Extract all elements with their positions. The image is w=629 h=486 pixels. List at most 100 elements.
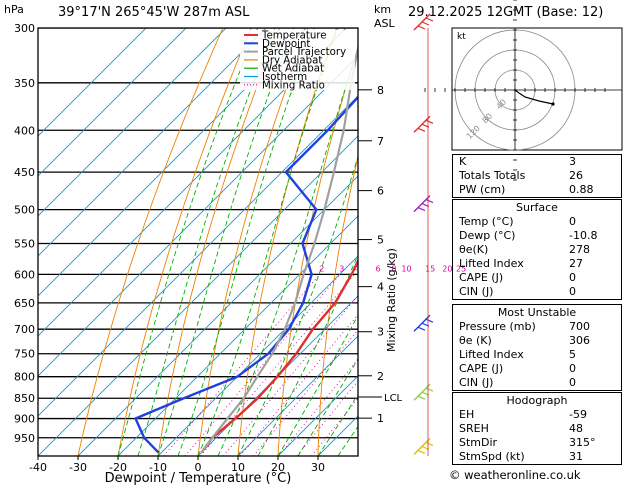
legend-label: Dewpoint: [262, 39, 310, 50]
mixing-ratio-value-label: 3: [339, 264, 344, 273]
dry-adiabat-line: [77, 28, 224, 456]
surface-label: CAPE (J): [459, 271, 504, 284]
wind-barb: [413, 115, 434, 133]
pressure-tick-label: 800: [14, 371, 35, 384]
height-tick-label: 1: [377, 412, 384, 425]
wind-barb-feather: [425, 17, 434, 22]
surface-value: 0: [569, 215, 576, 228]
profile-traces: [134, 42, 358, 454]
temperature-tick-label: -20: [109, 461, 127, 474]
wind-barb-feather: [417, 449, 426, 454]
wet-adiabat-line: [177, 28, 315, 456]
most-unstable-value: 306: [569, 334, 590, 347]
surface-row: CIN (J) 0: [453, 285, 621, 299]
surface-row: Temp (°C) 0: [453, 215, 621, 229]
hodograph-row: StmDir 315°: [453, 436, 621, 450]
isotherm-line: [38, 55, 358, 377]
most-unstable-title: Most Unstable: [497, 306, 577, 319]
asl-unit-label: ASL: [374, 17, 396, 30]
temperature-tick-label: 0: [195, 461, 202, 474]
mixing-ratio-line: [222, 295, 358, 456]
index-pw-row: PW (cm) 0.88: [459, 183, 594, 196]
mixing-ratio-line: [239, 313, 358, 456]
hodograph-row: EH -59: [453, 408, 621, 422]
mixing-ratio-value-label: 6: [376, 264, 381, 273]
temperature-trace: [200, 258, 358, 454]
wet-adiabat-line: [217, 47, 358, 456]
pressure-tick-label: 750: [14, 348, 35, 361]
surface-value: -10.8: [569, 229, 598, 242]
hodograph-value: -59: [569, 408, 587, 421]
isotherm-line: [38, 28, 147, 137]
height-tick-label: 4: [377, 281, 384, 294]
isotherm-line: [38, 28, 267, 257]
legend-background: [240, 30, 355, 90]
legend-label: Wet Adiabat: [262, 64, 324, 75]
height-tick-label: 7: [377, 135, 384, 148]
wind-barb: [413, 195, 434, 213]
hodograph-endpoint: [551, 102, 555, 106]
dry-adiabat-line: [397, 28, 450, 456]
most-unstable-label: CAPE (J): [459, 362, 504, 375]
surface-title: Surface: [516, 201, 558, 214]
copyright-notice: © weatheronline.co.uk: [449, 468, 581, 482]
pressure-tick-label: 850: [14, 392, 35, 405]
most-unstable-value: 0: [569, 362, 576, 375]
wet-adiabat-line: [277, 314, 358, 456]
isotherm-line: [38, 95, 358, 417]
datetime-title: 29.12.2025 12GMT (Base: 12): [408, 5, 604, 20]
surface-value: 278: [569, 243, 590, 256]
pressure-tick-label: 700: [14, 323, 35, 336]
isotherm-line: [157, 255, 358, 456]
surface-label: Lifted Index: [459, 257, 524, 270]
legend-label: Parcel Trajectory: [262, 47, 346, 58]
wet-adiabat-line: [297, 358, 358, 456]
hodograph-table-title: Hodograph: [506, 394, 568, 407]
dry-adiabat-line: [197, 28, 309, 456]
surface-value: 0: [569, 271, 576, 284]
surface-label: θe(K): [459, 243, 489, 256]
most-unstable-row: θe (K) 306: [453, 334, 621, 348]
temperature-tick-label: -30: [69, 461, 87, 474]
hodograph-table: Hodograph EH -59 SREH 48 StmDir 315° StmSpd (k…: [452, 392, 622, 465]
isotherm-line: [38, 135, 358, 456]
hodograph-value: 315°: [569, 436, 596, 449]
surface-row: Lifted Index 27: [453, 257, 621, 271]
lcl-label: LCL: [384, 393, 403, 404]
mixing-ratio-line: [163, 274, 321, 456]
parcel-trajectory-trace: [200, 42, 358, 454]
isotherm-line: [77, 175, 358, 456]
surface-label: Dewp (°C): [459, 229, 516, 242]
wet-adiabat-line: [157, 28, 295, 456]
height-tick-label: 2: [377, 370, 384, 383]
surface-label: CIN (J): [459, 285, 494, 298]
surface-row: θe(K) 278: [453, 243, 621, 257]
wind-barb: [413, 437, 434, 455]
wind-barb-feather: [425, 199, 434, 204]
dry-adiabat-line: [117, 28, 252, 456]
dewpoint-trace: [134, 95, 358, 454]
most-unstable-value: 5: [569, 348, 576, 361]
temperature-tick-label: 20: [271, 461, 285, 474]
wind-barb-feather: [421, 21, 430, 26]
legend-label: Isotherm: [262, 72, 307, 83]
dry-adiabat-line: [357, 412, 358, 456]
wind-barb-feather: [425, 119, 434, 124]
wind-barb-feather: [417, 395, 426, 400]
wind-barb-feather: [417, 127, 426, 132]
axes: 2 3 4 6 8 10 15 20 25300350400450500550600650700…: [14, 22, 466, 474]
mixing-ratio-value-label: 2: [319, 264, 324, 273]
wind-barb-feather: [425, 318, 434, 323]
surface-row: Dewp (°C) -10.8: [453, 229, 621, 243]
hodograph-label: StmDir: [459, 436, 498, 449]
hodograph-label: SREH: [459, 422, 489, 435]
temperature-tick-label: 30: [311, 461, 325, 474]
most-unstable-row: CAPE (J) 0: [453, 362, 621, 376]
wet-adiabat-line: [237, 155, 358, 456]
mixing-ratio-line: [278, 358, 358, 456]
temperature-tick-label: -40: [29, 461, 47, 474]
x-axis-title: Dewpoint / Temperature (°C): [105, 471, 292, 486]
most-unstable-row: Pressure (mb) 700: [453, 320, 621, 334]
